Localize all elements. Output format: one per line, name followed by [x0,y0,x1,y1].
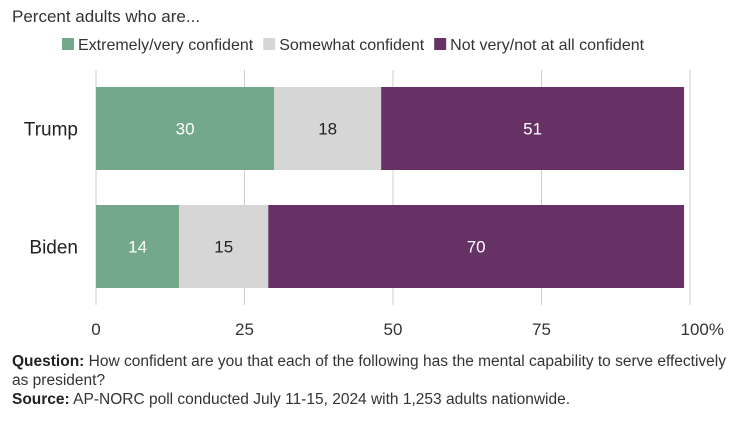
legend-label: Not very/not at all confident [450,37,644,54]
legend-swatch [263,38,276,50]
category-labels: Trump Biden [24,120,78,259]
bar-value-label: 14 [128,238,147,257]
question-label: Question: [12,353,85,370]
source-label: Source: [12,391,70,408]
bar-segment [96,87,275,170]
stacked-bar-chart: Percent adults who are... Extremely/very… [12,7,724,339]
legend: Extremely/very confident Somewhat confide… [62,37,645,54]
bar-segment [179,205,269,288]
x-tick-label: 50 [384,320,403,339]
legend-label: Extremely/very confident [78,37,254,54]
source-text: AP-NORC poll conducted July 11-15, 2024 … [73,391,571,408]
source-note: Source: AP-NORC poll conducted July 11-1… [12,390,734,409]
bar-value-label: 30 [176,120,195,139]
bar-value-label: 18 [318,120,337,139]
question-note: Question: How confident are you that eac… [12,352,734,390]
chart-notes: Question: How confident are you that eac… [12,352,734,409]
legend-swatch [434,38,447,50]
bar-segment [274,87,382,170]
bar-value-label: 51 [523,120,542,139]
x-tick-label: 0 [91,320,100,339]
category-label: Biden [29,238,78,259]
chart-subtitle: Percent adults who are... [12,7,200,26]
x-tick-label: 25 [235,320,254,339]
bar-segment [381,87,685,170]
legend-swatch [62,38,74,50]
x-tick-label: 100% [681,320,724,339]
legend-label: Somewhat confident [279,37,425,54]
question-text: How confident are you that each of the f… [12,353,726,389]
bar-segment [268,205,685,288]
bar-value-label: 70 [467,238,486,257]
bar-segment [96,205,180,288]
bar-value-label: 15 [214,238,233,257]
bars: 30 18 51 14 15 70 [96,87,685,288]
x-tick-label: 75 [532,320,551,339]
x-axis-tick-labels: 0 25 50 75 100% [91,320,724,339]
category-label: Trump [24,120,78,141]
